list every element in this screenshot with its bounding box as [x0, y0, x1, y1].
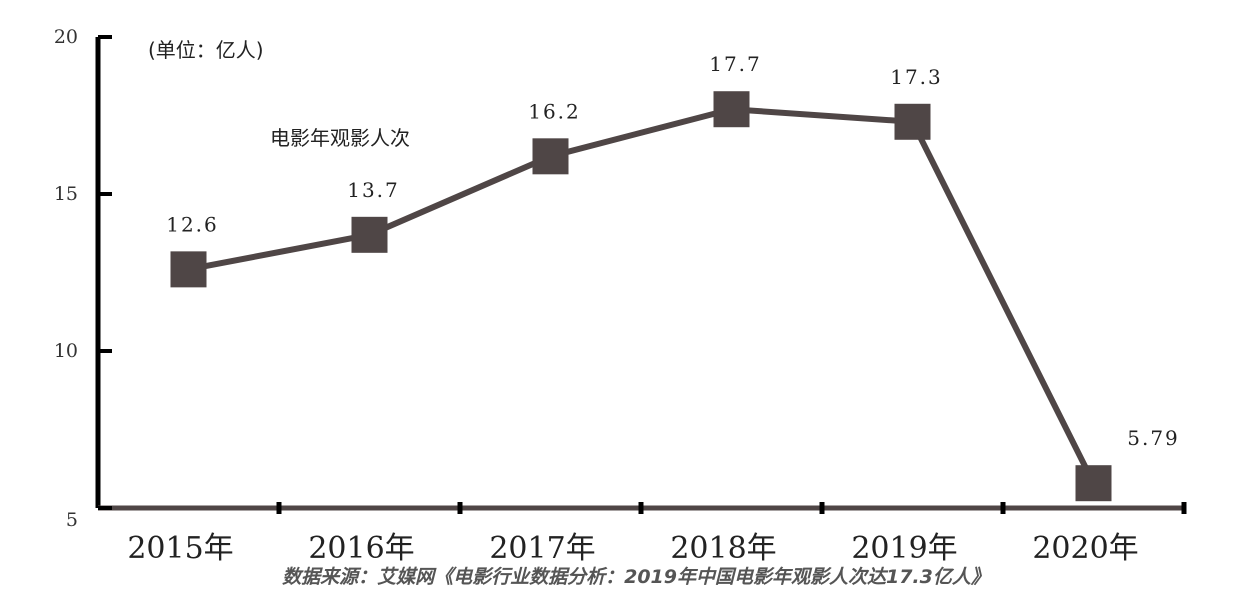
- data-point-marker: [894, 103, 931, 140]
- y-tick-label: 15: [54, 183, 78, 205]
- data-point-marker: [713, 91, 750, 128]
- data-label: 17.7: [709, 52, 762, 76]
- data-point-marker: [532, 138, 569, 175]
- labels: 12.6 13.7 16.2 17.7 17.3 5.79: [166, 52, 1180, 450]
- data-label: 13.7: [347, 178, 400, 202]
- axes: 5 10 15 20 2015年 2016年 2017年 2018年 2019年 2020年: [54, 26, 1187, 566]
- x-tick-label: 2016年: [308, 531, 414, 566]
- x-tick-label: 2015年: [127, 531, 233, 566]
- series-line: [187, 106, 1097, 485]
- markers: [170, 91, 1112, 502]
- series-name-label: 电影年观影人次: [270, 126, 410, 150]
- y-tick-label: 5: [66, 509, 78, 531]
- unit-note: (单位：亿人): [148, 38, 264, 62]
- data-point-marker: [170, 251, 207, 288]
- x-tick-label: 2017年: [489, 531, 595, 566]
- y-tick-label: 10: [54, 340, 78, 362]
- data-label: 16.2: [528, 99, 581, 123]
- data-point-marker: [1075, 465, 1112, 502]
- data-label: 5.79: [1127, 426, 1180, 450]
- series-line-path: [187, 106, 1097, 485]
- data-point-marker: [351, 216, 388, 253]
- y-tick-label: 20: [54, 26, 78, 48]
- data-label: 17.3: [890, 65, 943, 89]
- x-tick-label: 2020年: [1032, 531, 1138, 566]
- data-label: 12.6: [166, 212, 219, 236]
- source-note: 数据来源：艾媒网《电影行业数据分析：2019年中国电影年观影人次达17.3亿人》: [282, 566, 990, 588]
- x-tick-label: 2019年: [851, 531, 957, 566]
- x-tick-label: 2018年: [670, 531, 776, 566]
